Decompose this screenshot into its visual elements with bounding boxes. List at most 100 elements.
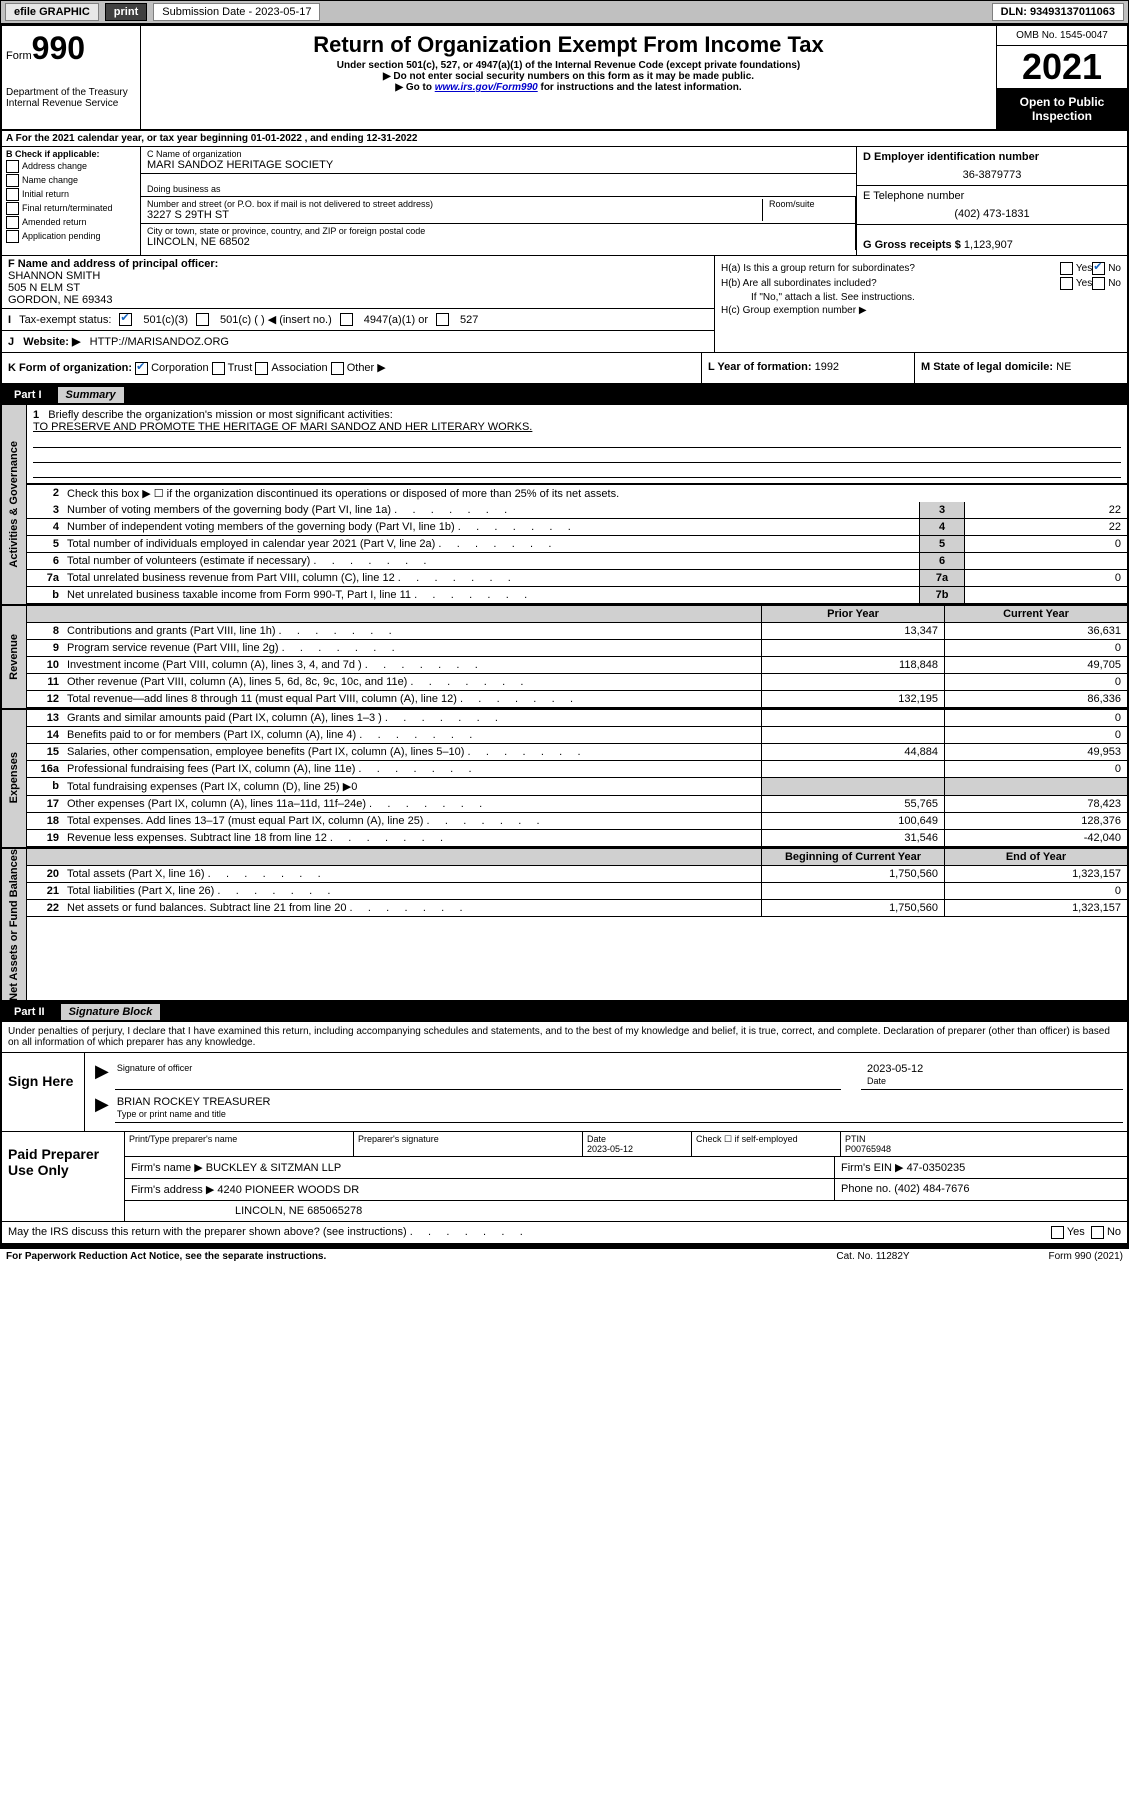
d-label: D Employer identification number [863,151,1121,163]
header-left: Form990 Department of the Treasury Inter… [2,26,141,129]
firm-ein: 47-0350235 [907,1162,966,1174]
l-block: L Year of formation: 1992 [701,353,914,383]
form-subtitle: Under section 501(c), 527, or 4947(a)(1)… [149,60,988,71]
part-ii-header: Part II Signature Block [2,1002,1127,1022]
tax-year-big: 2021 [997,46,1127,89]
paperwork-notice: For Paperwork Reduction Act Notice, see … [6,1251,773,1262]
top-bar: efile GRAPHIC print Submission Date - 20… [0,0,1129,24]
form-990: Form990 Department of the Treasury Inter… [0,24,1129,1247]
preparer-label: Paid Preparer Use Only [2,1132,125,1221]
print-button[interactable]: print [105,3,147,21]
vtab-rev: Revenue [8,634,20,680]
efile-button[interactable]: efile GRAPHIC [5,3,99,21]
part-i-rev: Revenue Prior Year Current Year 8Contrib… [2,604,1127,708]
summary-row: 10Investment income (Part VIII, column (… [27,657,1127,674]
col-deg: D Employer identification number 36-3879… [856,147,1127,255]
city-label: City or town, state or province, country… [147,226,849,236]
chk-501c3[interactable] [119,313,132,326]
warn-ssn: ▶ Do not enter social security numbers o… [149,71,988,82]
chk-527[interactable] [436,313,449,326]
form-prefix: Form [6,50,32,62]
mission-text: TO PRESERVE AND PROMOTE THE HERITAGE OF … [33,421,532,433]
part-i-net: Net Assets or Fund Balances Beginning of… [2,847,1127,1003]
part-i-gov: Activities & Governance 1 Briefly descri… [2,405,1127,604]
summary-row: 16aProfessional fundraising fees (Part I… [27,761,1127,778]
firm-name: BUCKLEY & SITZMAN LLP [206,1162,342,1174]
header-mid: Return of Organization Exempt From Incom… [141,26,996,129]
officer-sig-name: BRIAN ROCKEY TREASURER [117,1096,271,1108]
signature-block: Under penalties of perjury, I declare th… [2,1022,1127,1245]
preparer-block: Paid Preparer Use Only Print/Type prepar… [2,1132,1127,1221]
summary-row: 17Other expenses (Part IX, column (A), l… [27,796,1127,813]
form-number: 990 [32,30,85,66]
street-value: 3227 S 29TH ST [147,209,433,221]
city-value: LINCOLN, NE 68502 [147,236,849,248]
tel-value: (402) 473-1831 [863,208,1121,220]
summary-row: 8Contributions and grants (Part VIII, li… [27,623,1127,640]
e-label: E Telephone number [863,190,1121,202]
open-public: Open to Public Inspection [997,89,1127,129]
c-name-label: C Name of organization [147,149,850,159]
irs-label: Internal Revenue Service [6,98,136,109]
summary-row: 4Number of independent voting members of… [27,519,1127,536]
chk-501c[interactable] [196,313,209,326]
b-label: B Check if applicable: [6,149,136,159]
discuss-row: May the IRS discuss this return with the… [2,1221,1127,1243]
bottom-row: For Paperwork Reduction Act Notice, see … [0,1247,1129,1264]
col-b: B Check if applicable: Address change Na… [2,147,141,255]
summary-row: 21Total liabilities (Part X, line 26)0 [27,883,1127,900]
summary-row: 20Total assets (Part X, line 16)1,750,56… [27,866,1127,883]
chk-4947[interactable] [340,313,353,326]
website-value: HTTP://MARISANDOZ.ORG [90,336,229,348]
summary-row: 13Grants and similar amounts paid (Part … [27,710,1127,727]
summary-row: 18Total expenses. Add lines 13–17 (must … [27,813,1127,830]
room-label: Room/suite [769,199,849,209]
form-header: Form990 Department of the Treasury Inter… [2,26,1127,131]
klm-row: K Form of organization: Corporation Trus… [2,352,1127,385]
summary-row: 22Net assets or fund balances. Subtract … [27,900,1127,917]
summary-row: 7aTotal unrelated business revenue from … [27,570,1127,587]
f-block: F Name and address of principal officer:… [2,256,714,309]
mission-block: 1 Briefly describe the organization's mi… [27,405,1127,485]
omb-number: OMB No. 1545-0047 [997,26,1127,46]
irs-link[interactable]: www.irs.gov/Form990 [435,82,538,93]
summary-row: 6Total number of volunteers (estimate if… [27,553,1127,570]
sign-here-label: Sign Here [2,1053,85,1131]
j-block: J Website: ▶ HTTP://MARISANDOZ.ORG [2,331,714,352]
summary-row: 19Revenue less expenses. Subtract line 1… [27,830,1127,847]
h-block: H(a) Is this a group return for subordin… [715,256,1127,352]
summary-row: 5Total number of individuals employed in… [27,536,1127,553]
penalty-text: Under penalties of perjury, I declare th… [2,1022,1127,1053]
firm-phone: (402) 484-7676 [894,1183,969,1195]
summary-row: 15Salaries, other compensation, employee… [27,744,1127,761]
summary-row: 11Other revenue (Part VIII, column (A), … [27,674,1127,691]
officer-street: 505 N ELM ST [8,282,80,294]
g-label: G Gross receipts $ [863,239,961,251]
summary-row: 9Program service revenue (Part VIII, lin… [27,640,1127,657]
ein-value: 36-3879773 [863,169,1121,181]
header-right: OMB No. 1545-0047 2021 Open to Public In… [996,26,1127,129]
summary-row: 12Total revenue—add lines 8 through 11 (… [27,691,1127,708]
col-c: C Name of organization MARI SANDOZ HERIT… [141,147,856,255]
firm-addr1: 4240 PIONEER WOODS DR [217,1184,359,1196]
k-block: K Form of organization: Corporation Trus… [2,353,701,383]
form-label-bottom: Form 990 (2021) [973,1251,1123,1262]
i-block: I Tax-exempt status: 501(c)(3) 501(c) ( … [2,309,714,331]
gross-value: 1,123,907 [964,239,1013,251]
part-i-header: Part I Summary [2,385,1127,405]
form-title: Return of Organization Exempt From Incom… [149,32,988,58]
officer-name: SHANNON SMITH [8,270,100,282]
dba-label: Doing business as [147,184,850,194]
cat-no: Cat. No. 11282Y [773,1251,973,1262]
dln: DLN: 93493137011063 [992,3,1124,21]
summary-row: 3Number of voting members of the governi… [27,502,1127,519]
part-i-exp: Expenses 13Grants and similar amounts pa… [2,708,1127,847]
vtab-gov: Activities & Governance [8,441,20,568]
dept-treasury: Department of the Treasury [6,87,136,98]
submission-date: Submission Date - 2023-05-17 [153,3,320,21]
section-fij-h: F Name and address of principal officer:… [2,255,1127,352]
vtab-net: Net Assets or Fund Balances [8,849,20,1001]
org-name: MARI SANDOZ HERITAGE SOCIETY [147,159,850,171]
m-block: M State of legal domicile: NE [914,353,1127,383]
summary-row: 14Benefits paid to or for members (Part … [27,727,1127,744]
